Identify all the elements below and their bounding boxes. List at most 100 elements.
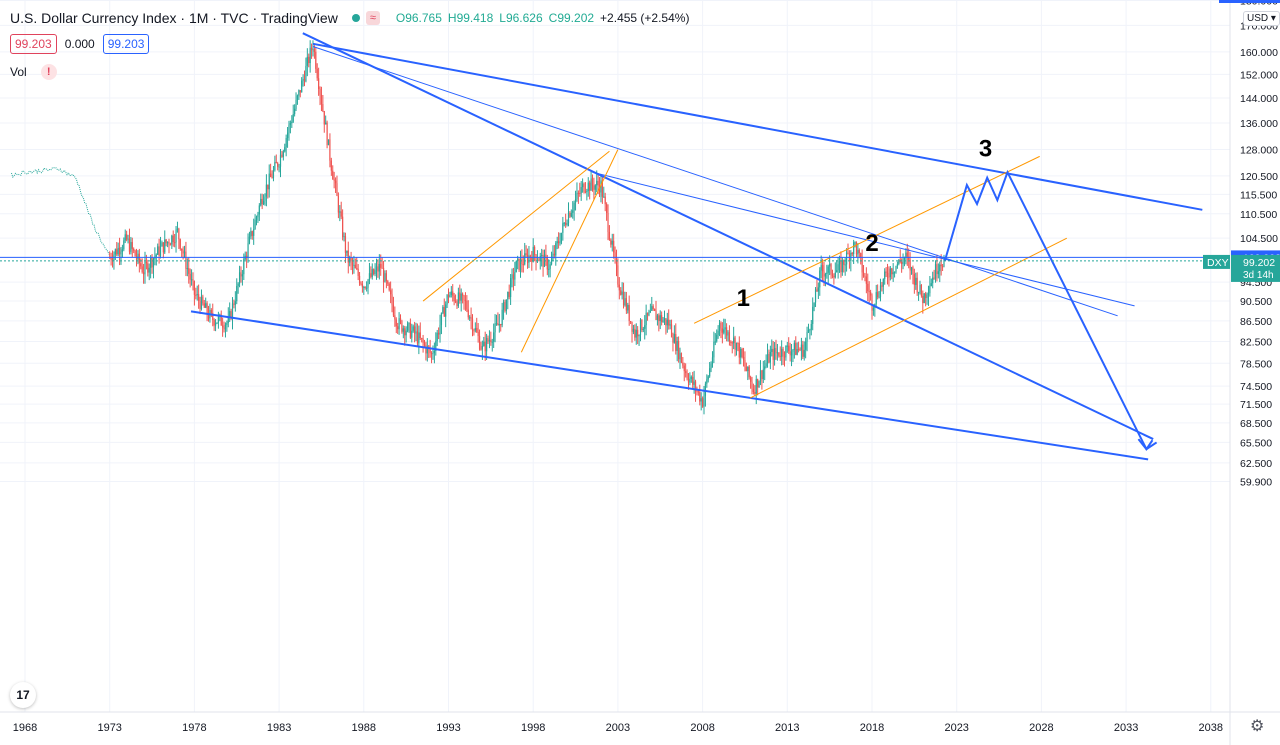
candle-body <box>613 240 615 253</box>
candle-body <box>556 241 558 244</box>
candle-body <box>673 333 675 343</box>
candle-body <box>342 216 344 238</box>
candle-body <box>821 265 824 272</box>
candle-body <box>884 271 886 280</box>
candle-body <box>624 298 626 306</box>
tradingview-logo[interactable]: 17 <box>10 682 36 708</box>
ask-button[interactable]: 99.203 <box>102 34 150 54</box>
candle-body <box>271 177 273 179</box>
candle-body <box>464 300 467 302</box>
trendline <box>749 237 1068 399</box>
candle-body <box>721 328 723 333</box>
candle-body <box>261 198 263 205</box>
candle-body <box>772 348 774 360</box>
candle-body <box>470 317 472 319</box>
candle-body <box>500 323 502 326</box>
candle-body <box>813 302 815 307</box>
symbol-title[interactable]: U.S. Dollar Currency Index · 1M · TVC · … <box>10 10 338 26</box>
candle-body <box>346 250 348 253</box>
candle-body <box>484 341 486 352</box>
candle-body <box>399 318 402 322</box>
candle-body <box>212 313 214 320</box>
candle-body <box>589 182 591 191</box>
candle-body <box>281 154 283 157</box>
candle-body <box>716 334 718 342</box>
candle-body <box>460 293 462 301</box>
candle-body <box>138 253 140 264</box>
candle-body <box>490 339 492 343</box>
candle-body <box>567 212 570 224</box>
candle-body <box>535 254 537 262</box>
candle-body <box>577 192 579 194</box>
candle-body <box>330 160 332 171</box>
candle-body <box>786 345 788 347</box>
candle-body <box>611 240 613 245</box>
candle-body <box>286 132 289 138</box>
candle-body <box>285 137 287 148</box>
candle-body <box>438 332 440 335</box>
candle-body <box>751 381 753 389</box>
candle-body <box>474 327 476 331</box>
candle-body <box>737 342 739 344</box>
candle-body <box>268 173 270 190</box>
candle-body <box>150 257 152 268</box>
candle-body <box>453 295 455 302</box>
candle-body <box>466 300 468 310</box>
bid-button[interactable]: 99.203 <box>10 34 57 54</box>
candle-body <box>375 266 378 271</box>
y-tick-label: 152.000 <box>1240 69 1278 81</box>
candle-body <box>402 328 404 332</box>
candle-body <box>176 228 179 230</box>
candle-body <box>706 379 708 384</box>
candle-body <box>741 348 743 357</box>
candle-body <box>494 323 496 333</box>
candle-body <box>118 247 121 255</box>
candle-body <box>696 390 698 392</box>
candle-body <box>661 315 663 323</box>
candle-body <box>301 80 303 93</box>
candle-body <box>829 264 831 267</box>
symbol-header: U.S. Dollar Currency Index · 1M · TVC · … <box>10 10 695 26</box>
candle-body <box>380 263 382 268</box>
candle-body <box>459 292 461 301</box>
candles <box>109 40 945 415</box>
candle-body <box>411 330 413 338</box>
candle-body <box>690 376 692 379</box>
currency-selector[interactable]: USD ▾ <box>1243 11 1280 26</box>
candle-body <box>867 283 869 292</box>
candle-body <box>481 345 483 350</box>
candle-body <box>892 272 894 275</box>
warning-icon[interactable]: ! <box>40 64 57 80</box>
candle-body <box>476 327 478 333</box>
gear-icon[interactable]: ⚙ <box>1250 718 1265 735</box>
candle-body <box>127 238 129 240</box>
candle-body <box>614 252 616 258</box>
candle-body <box>939 264 941 272</box>
candle-body <box>275 162 277 164</box>
volume-indicator[interactable]: Vol ! <box>10 64 57 80</box>
candle-body <box>294 108 296 115</box>
candle-body <box>898 259 900 265</box>
candle-body <box>775 348 777 353</box>
candle-body <box>159 246 162 256</box>
candle-body <box>702 398 704 407</box>
candle-body <box>521 258 523 265</box>
candle-body <box>632 328 635 332</box>
candle-body <box>350 257 352 262</box>
wave-icon[interactable]: ≈ <box>365 11 380 25</box>
candle-body <box>757 379 759 388</box>
candle-body <box>906 252 908 257</box>
x-tick-label: 2018 <box>860 722 884 734</box>
candle-body <box>730 341 732 343</box>
candle-body <box>534 246 536 255</box>
candle-body <box>797 348 800 350</box>
candle-body <box>195 294 197 296</box>
candle-body <box>193 281 195 295</box>
candle-body <box>529 255 531 258</box>
candle-body <box>518 258 520 271</box>
open-value: O96.765 <box>395 11 442 25</box>
candle-body <box>631 321 633 332</box>
candle-body <box>830 264 832 275</box>
candle-body <box>831 274 834 276</box>
